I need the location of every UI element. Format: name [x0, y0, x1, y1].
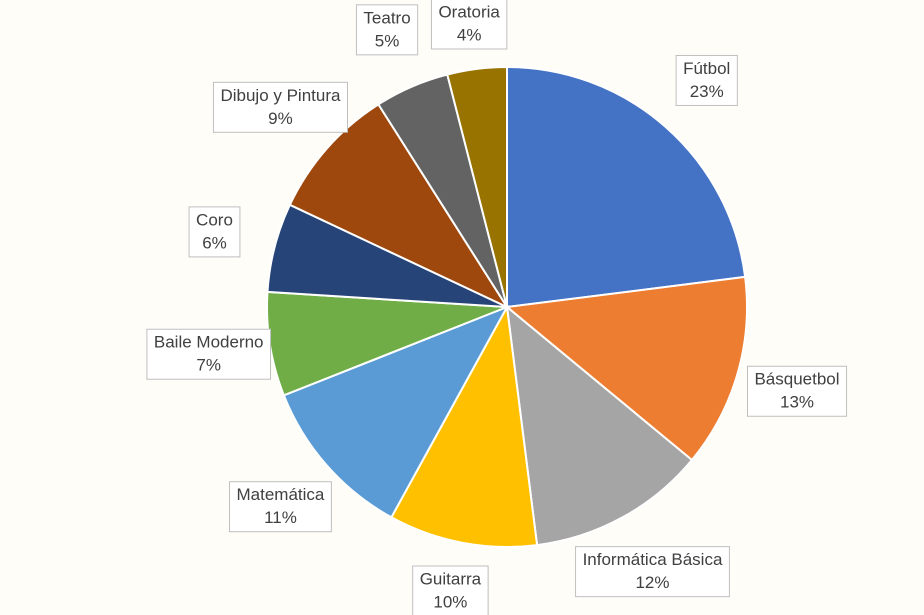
value-label: 4%	[457, 25, 482, 44]
data-label: Teatro 5%	[355, 4, 419, 56]
label-box	[675, 54, 738, 106]
label-box	[212, 81, 348, 133]
category-label: Fútbol	[683, 59, 730, 78]
value-label: 5%	[375, 31, 400, 50]
pie-slice	[505, 304, 694, 547]
label-box	[746, 365, 848, 417]
data-label: Dibujo y Pintura 9%	[212, 81, 348, 133]
category-label: Informática Básica	[583, 550, 723, 569]
pie-slice	[446, 65, 508, 308]
data-label: Básquetbol 13%	[746, 365, 848, 417]
data-label: Fútbol 23%	[675, 54, 738, 106]
data-label: Baile Moderno 7%	[146, 328, 272, 380]
category-label: Teatro	[363, 8, 410, 27]
pie-slice	[506, 65, 747, 309]
pie-slice	[504, 275, 748, 462]
category-label: Matemática	[237, 485, 325, 504]
category-label: Coro	[196, 210, 233, 229]
data-label: Matemática 11%	[229, 481, 332, 533]
label-box	[412, 565, 489, 615]
category-label: Básquetbol	[754, 370, 839, 389]
label-box	[575, 546, 730, 598]
value-label: 13%	[780, 393, 814, 412]
category-label: Baile Moderno	[154, 333, 264, 352]
category-label: Dibujo y Pintura	[220, 86, 341, 105]
label-box	[355, 4, 419, 56]
category-label: Guitarra	[420, 569, 482, 588]
value-label: 9%	[268, 109, 293, 128]
label-box	[430, 0, 508, 50]
data-label: Oratoria 4%	[430, 0, 508, 50]
value-label: 12%	[635, 573, 669, 592]
value-label: 11%	[264, 508, 297, 527]
pie-slice	[390, 303, 539, 548]
value-label: 7%	[196, 356, 221, 375]
pie-slice	[288, 102, 510, 310]
value-label: 6%	[202, 233, 227, 252]
value-label: 23%	[690, 82, 724, 101]
label-box	[146, 328, 272, 380]
pie-slice	[282, 305, 510, 519]
data-label: Informática Básica 12%	[575, 546, 730, 598]
data-label: Coro 6%	[188, 206, 241, 258]
data-label: Guitarra 10%	[412, 565, 489, 615]
label-box	[188, 206, 241, 258]
label-box	[229, 481, 332, 533]
category-label: Oratoria	[438, 2, 500, 21]
value-label: 10%	[433, 592, 467, 611]
